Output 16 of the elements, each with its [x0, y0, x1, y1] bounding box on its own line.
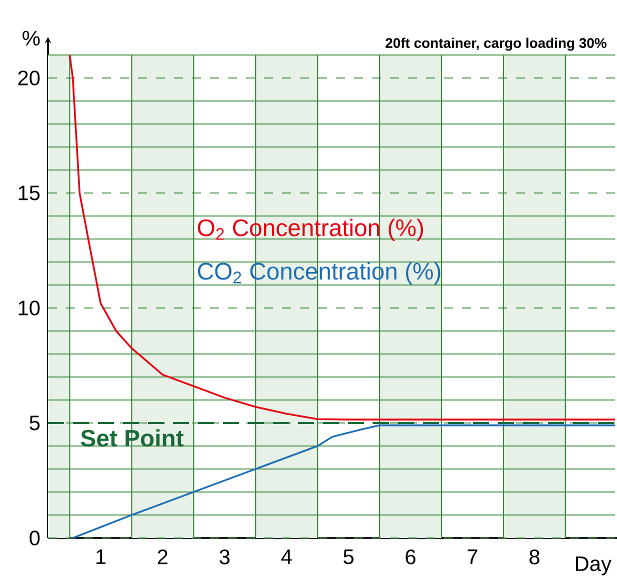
- x-tick-label: 5: [344, 550, 354, 564]
- x-axis-title: Day: [576, 556, 612, 576]
- y-tick-label: 5: [30, 416, 40, 430]
- x-tick-label: 7: [468, 550, 478, 564]
- x-tick-label: 3: [220, 550, 230, 564]
- x-tick-label: 2: [158, 550, 168, 564]
- x-tick-label: 6: [406, 550, 416, 564]
- x-tick-label: 1: [96, 550, 106, 564]
- y-axis-title: %: [22, 30, 40, 46]
- text: 20ft container, cargo loading 30%: [386, 38, 606, 51]
- y-tick-label: 0: [30, 530, 40, 546]
- x-tick-label: 8: [530, 550, 540, 564]
- y-tick-label: 10: [18, 300, 40, 316]
- y-tick-label: 15: [18, 186, 40, 200]
- y-tick-label: 20: [18, 70, 40, 86]
- x-tick-label: 4: [281, 550, 292, 564]
